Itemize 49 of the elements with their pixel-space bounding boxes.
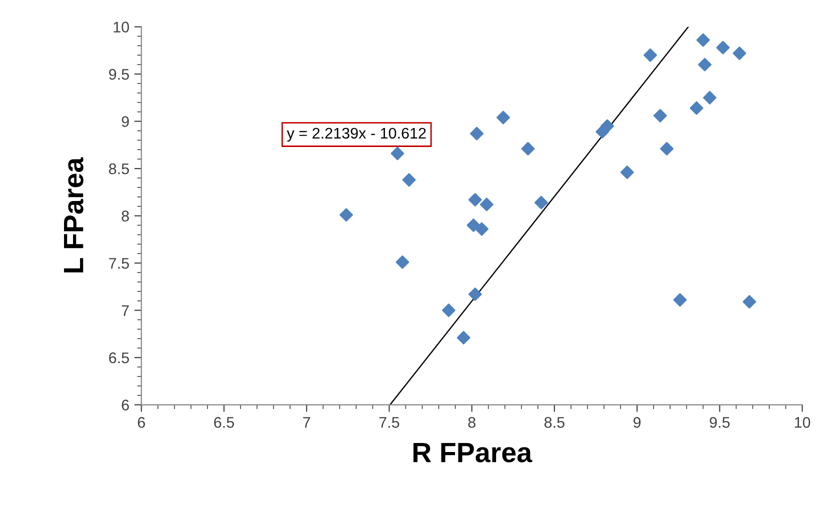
point bbox=[698, 58, 712, 72]
point bbox=[644, 48, 658, 62]
point bbox=[534, 196, 548, 210]
point bbox=[742, 295, 756, 309]
point bbox=[480, 198, 494, 212]
x-tick-label: 6 bbox=[138, 417, 145, 428]
point bbox=[456, 330, 470, 344]
point bbox=[521, 142, 535, 156]
x-tick-label: 8.5 bbox=[544, 417, 564, 428]
x-tick-label: 7.5 bbox=[379, 417, 400, 428]
point bbox=[390, 146, 404, 160]
x-tick-label: 7 bbox=[303, 417, 310, 428]
point bbox=[442, 304, 456, 318]
y-tick-label: 7 bbox=[122, 305, 129, 316]
point bbox=[470, 126, 484, 140]
point bbox=[732, 46, 746, 60]
y-tick-label: 9 bbox=[122, 116, 129, 127]
y-axis-title: L FParea bbox=[64, 157, 84, 272]
point bbox=[703, 90, 716, 104]
point bbox=[468, 192, 482, 206]
point bbox=[496, 110, 510, 124]
x-axis-title: R FParea bbox=[413, 442, 532, 462]
annotation: y = 2.2139x - 10.612 bbox=[286, 128, 426, 142]
point bbox=[402, 173, 416, 187]
y-tick-label: 6.5 bbox=[109, 352, 129, 364]
x-tick-label: 8 bbox=[468, 417, 476, 428]
point bbox=[660, 142, 674, 156]
x-tick-label: 9 bbox=[634, 417, 641, 428]
point bbox=[396, 255, 410, 269]
y-tick-label: 8 bbox=[122, 210, 129, 222]
x-tick-label: 10 bbox=[794, 417, 810, 428]
point bbox=[620, 166, 634, 180]
x-tick-label: 9.5 bbox=[710, 417, 730, 428]
x-tick-label: 6.5 bbox=[214, 417, 234, 428]
y-tick-label: 9.5 bbox=[109, 68, 129, 80]
point bbox=[653, 108, 667, 122]
point bbox=[690, 101, 704, 115]
point bbox=[696, 33, 710, 47]
y-tick-label: 8.5 bbox=[109, 163, 129, 174]
point bbox=[468, 287, 482, 301]
point bbox=[673, 293, 687, 307]
y-tick-label: 6 bbox=[122, 400, 129, 410]
y-tick-label: 7.5 bbox=[109, 258, 129, 269]
point bbox=[474, 222, 488, 236]
y-tick-label: 10 bbox=[114, 22, 129, 33]
point bbox=[466, 218, 480, 232]
point bbox=[716, 40, 730, 54]
point bbox=[340, 208, 354, 222]
point bbox=[600, 119, 614, 133]
